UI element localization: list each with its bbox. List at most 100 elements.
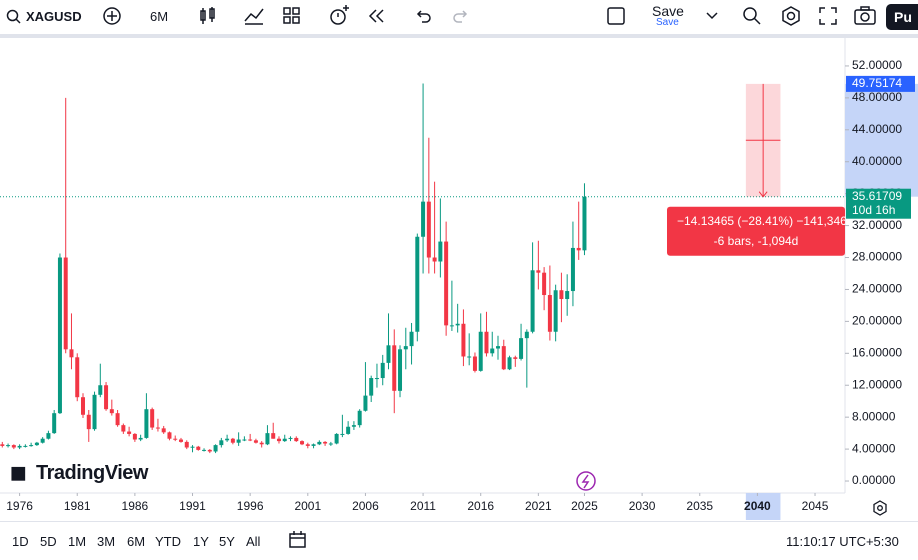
candle-body: [559, 290, 564, 300]
undo[interactable]: [414, 7, 432, 25]
logo: ◼ TradingView: [10, 460, 148, 485]
y-tick-label: 48.00000: [852, 90, 902, 104]
y-tick-label: 0.00000: [852, 473, 896, 487]
candle-body: [323, 441, 328, 444]
candle-body: [576, 247, 581, 251]
x-tick-label: 1976: [6, 499, 33, 513]
candle-body: [265, 433, 270, 445]
logo-text: TradingView: [36, 462, 148, 484]
candle-body: [409, 331, 414, 347]
candle-body: [380, 362, 385, 379]
range-button[interactable]: 1D: [12, 534, 29, 549]
candle-body: [253, 440, 258, 443]
candle-body: [507, 357, 512, 370]
candle-body: [403, 346, 408, 350]
candle-body: [282, 438, 287, 442]
candle-body: [553, 290, 558, 332]
event-icon: [576, 471, 596, 491]
select-box[interactable]: [606, 6, 626, 26]
candle-body: [582, 196, 587, 251]
candle-body: [444, 241, 449, 326]
measure-label-text: -6 bars, -1,094d: [714, 234, 799, 248]
snapshot[interactable]: [853, 5, 877, 27]
candle-body: [570, 247, 575, 292]
candle-body: [369, 378, 374, 396]
x-tick-label: 2035: [686, 499, 713, 513]
candle-body: [219, 440, 224, 446]
candle-body: [259, 442, 264, 445]
candle-body: [190, 446, 195, 448]
candle-body: [288, 437, 293, 439]
candle-body: [167, 432, 172, 439]
range-button[interactable]: 1Y: [193, 534, 209, 549]
search-icon[interactable]: [6, 9, 22, 25]
goto-date[interactable]: [287, 529, 309, 551]
toolbar-separator: [0, 34, 918, 38]
range-button[interactable]: 5Y: [219, 534, 235, 549]
candle-body: [155, 427, 160, 429]
candle-body: [115, 413, 120, 426]
candle-body: [98, 385, 103, 395]
candle-body: [132, 433, 137, 440]
range-button[interactable]: YTD: [155, 534, 181, 549]
range-button[interactable]: All: [246, 534, 261, 549]
chart-type[interactable]: [198, 6, 218, 26]
save-dropdown[interactable]: [705, 10, 719, 22]
event-bolt: [581, 474, 590, 489]
range-button[interactable]: 6M: [127, 534, 146, 549]
candle-body: [415, 236, 420, 332]
measure-price-label: 49.75174: [852, 76, 902, 90]
candle-body: [81, 397, 86, 415]
candle-body: [530, 270, 535, 332]
candle-body: [524, 331, 529, 339]
candle-body: [392, 345, 397, 391]
x-tick-label: 2030: [629, 499, 656, 513]
alert[interactable]: [328, 5, 350, 27]
quick-search[interactable]: [741, 5, 763, 27]
layouts[interactable]: [282, 6, 302, 26]
candle-body: [421, 201, 426, 237]
interval[interactable]: 6M: [150, 9, 169, 24]
candle-body: [294, 437, 299, 442]
candle-body: [23, 445, 28, 447]
candle-body: [547, 295, 552, 332]
candle-body: [0, 444, 5, 446]
indicators[interactable]: [243, 6, 265, 26]
candle-body: [519, 338, 524, 359]
y-tick-label: 4.00000: [852, 441, 896, 455]
candle-body: [328, 443, 333, 445]
candle-body: [311, 444, 316, 446]
candle-body: [305, 444, 310, 446]
candle-body: [11, 445, 16, 448]
candle-body: [351, 425, 356, 427]
fullscreen[interactable]: [818, 6, 838, 26]
x-tick-label: 2025: [571, 499, 598, 513]
publish-button[interactable]: Pu: [886, 4, 918, 30]
candle-body: [317, 441, 322, 445]
clock[interactable]: 11:10:17 UTC+5:30: [786, 534, 899, 549]
candle-body: [173, 438, 178, 440]
save-status: Save: [656, 17, 679, 28]
x-tick-label: 2006: [352, 499, 379, 513]
x-tick-label: 2011: [410, 499, 436, 513]
candle-body: [230, 438, 235, 443]
symbol[interactable]: XAGUSD: [26, 9, 82, 24]
candle-body: [29, 445, 34, 447]
save-button[interactable]: Save: [652, 3, 684, 19]
range-button[interactable]: 5D: [40, 534, 57, 549]
replay[interactable]: [367, 7, 387, 25]
measure-label: −14.13465 (−28.41%) −141,346.5 -6 bars, -…: [667, 206, 845, 256]
settings[interactable]: [780, 5, 802, 27]
candle-body: [213, 445, 218, 452]
candle-body: [276, 438, 281, 442]
candle-body: [542, 272, 547, 296]
add-symbol[interactable]: [102, 6, 122, 26]
range-button[interactable]: 1M: [68, 534, 87, 549]
candle-body: [449, 325, 454, 327]
candle-body: [63, 257, 68, 350]
candle-body: [374, 378, 379, 380]
countdown: 10d 16h: [852, 203, 895, 217]
range-button[interactable]: 3M: [97, 534, 116, 549]
x-tick-label: 1991: [179, 499, 206, 513]
candle-body: [52, 413, 57, 434]
